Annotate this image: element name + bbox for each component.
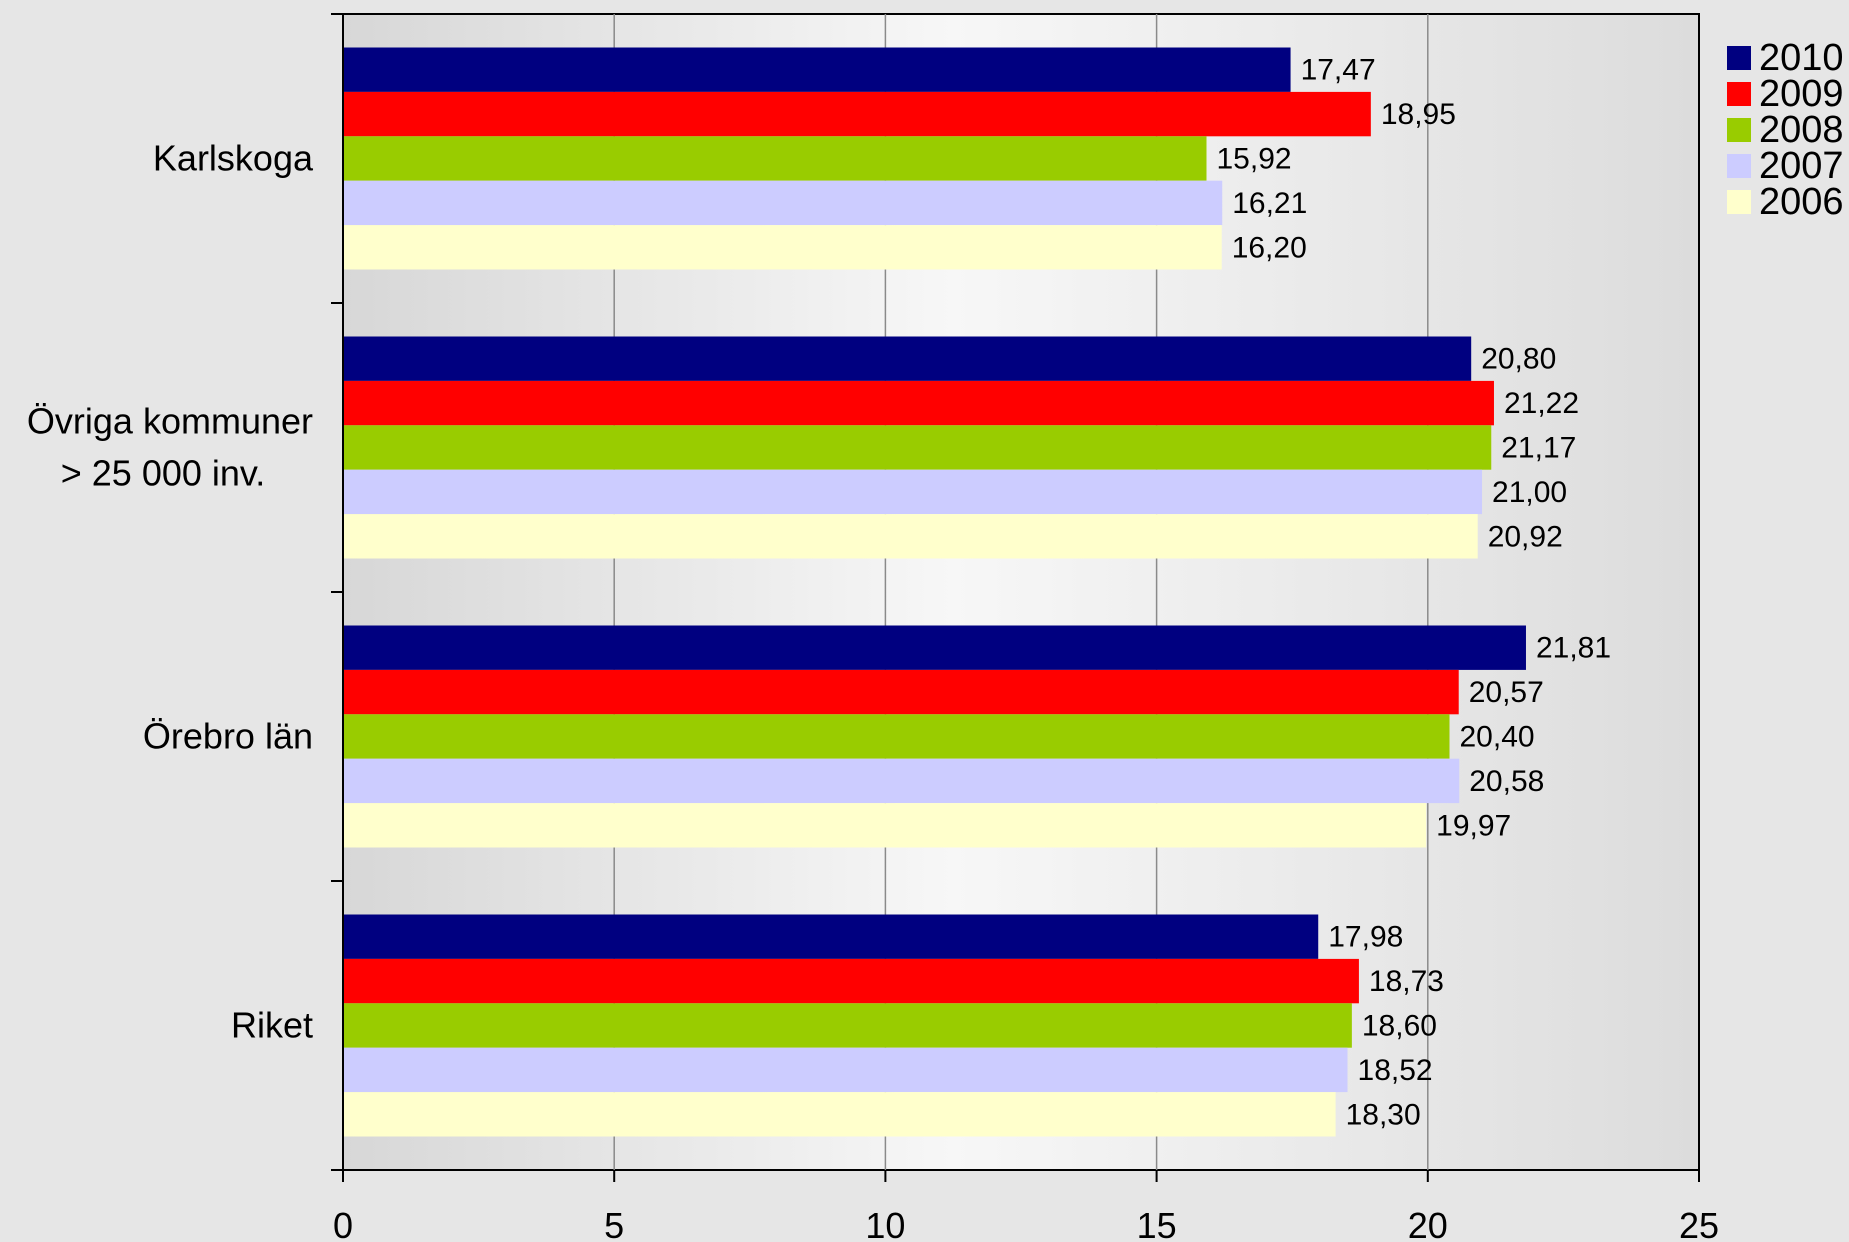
bar (344, 380, 1494, 426)
data-label: 15,92 (1217, 143, 1292, 176)
data-label: 18,73 (1369, 965, 1444, 998)
bar (344, 425, 1492, 470)
legend-label: 2007 (1759, 145, 1844, 187)
category-label: Örebro län (143, 716, 313, 757)
data-label: 18,30 (1346, 1098, 1421, 1131)
bar (344, 669, 1459, 715)
bar (344, 1003, 1352, 1048)
bar (344, 1092, 1336, 1137)
bar (344, 714, 1450, 759)
category-label: Riket (231, 1005, 313, 1046)
legend-swatch (1727, 46, 1751, 70)
bar (344, 958, 1359, 1004)
x-tick-label: 5 (604, 1205, 624, 1242)
data-label: 16,20 (1232, 231, 1307, 264)
legend-swatch (1727, 190, 1751, 214)
bar (344, 180, 1223, 226)
data-label: 21,22 (1504, 387, 1579, 420)
x-tick-label: 0 (333, 1205, 353, 1242)
data-label: 20,57 (1469, 676, 1544, 709)
legend-label: 2010 (1759, 37, 1844, 79)
legend-swatch (1727, 82, 1751, 106)
bar (344, 136, 1207, 181)
data-label: 21,17 (1501, 432, 1576, 465)
x-tick-label: 15 (1137, 1205, 1177, 1242)
legend-swatch (1727, 118, 1751, 142)
data-label: 20,58 (1469, 765, 1544, 798)
bar (344, 914, 1319, 959)
axes: 0 5 10 15 20 25 Karlskoga Övriga kommuner > 25 0… (27, 13, 1719, 1242)
category-label: > 25 000 inv. (61, 453, 266, 494)
legend-swatch (1727, 154, 1751, 178)
legend-label: 2008 (1759, 109, 1844, 151)
bar (344, 803, 1427, 848)
data-label: 16,21 (1232, 187, 1307, 220)
data-label: 18,95 (1381, 98, 1456, 131)
bar (344, 1047, 1348, 1093)
bar (344, 625, 1526, 670)
data-label: 17,47 (1301, 54, 1376, 87)
data-label: 20,92 (1488, 520, 1563, 553)
category-label: Karlskoga (153, 138, 314, 179)
bar (344, 336, 1472, 381)
data-label: 20,40 (1459, 721, 1534, 754)
bar (344, 758, 1460, 804)
x-tick-label: 20 (1408, 1205, 1448, 1242)
bar (344, 469, 1483, 515)
data-label: 21,00 (1492, 476, 1567, 509)
legend-label: 2006 (1759, 181, 1844, 223)
data-label: 18,60 (1362, 1010, 1437, 1043)
data-label: 17,98 (1328, 921, 1403, 954)
data-label: 18,52 (1358, 1054, 1433, 1087)
x-tick-label: 25 (1679, 1205, 1719, 1242)
bar (344, 91, 1371, 137)
bar (344, 47, 1291, 92)
data-label: 19,97 (1436, 809, 1511, 842)
category-label: Övriga kommuner (27, 401, 313, 442)
x-tick-label: 10 (865, 1205, 905, 1242)
data-label: 21,81 (1536, 632, 1611, 665)
bar (344, 514, 1478, 559)
data-label: 20,80 (1481, 343, 1556, 376)
bar (344, 225, 1222, 270)
legend-label: 2009 (1759, 73, 1844, 115)
